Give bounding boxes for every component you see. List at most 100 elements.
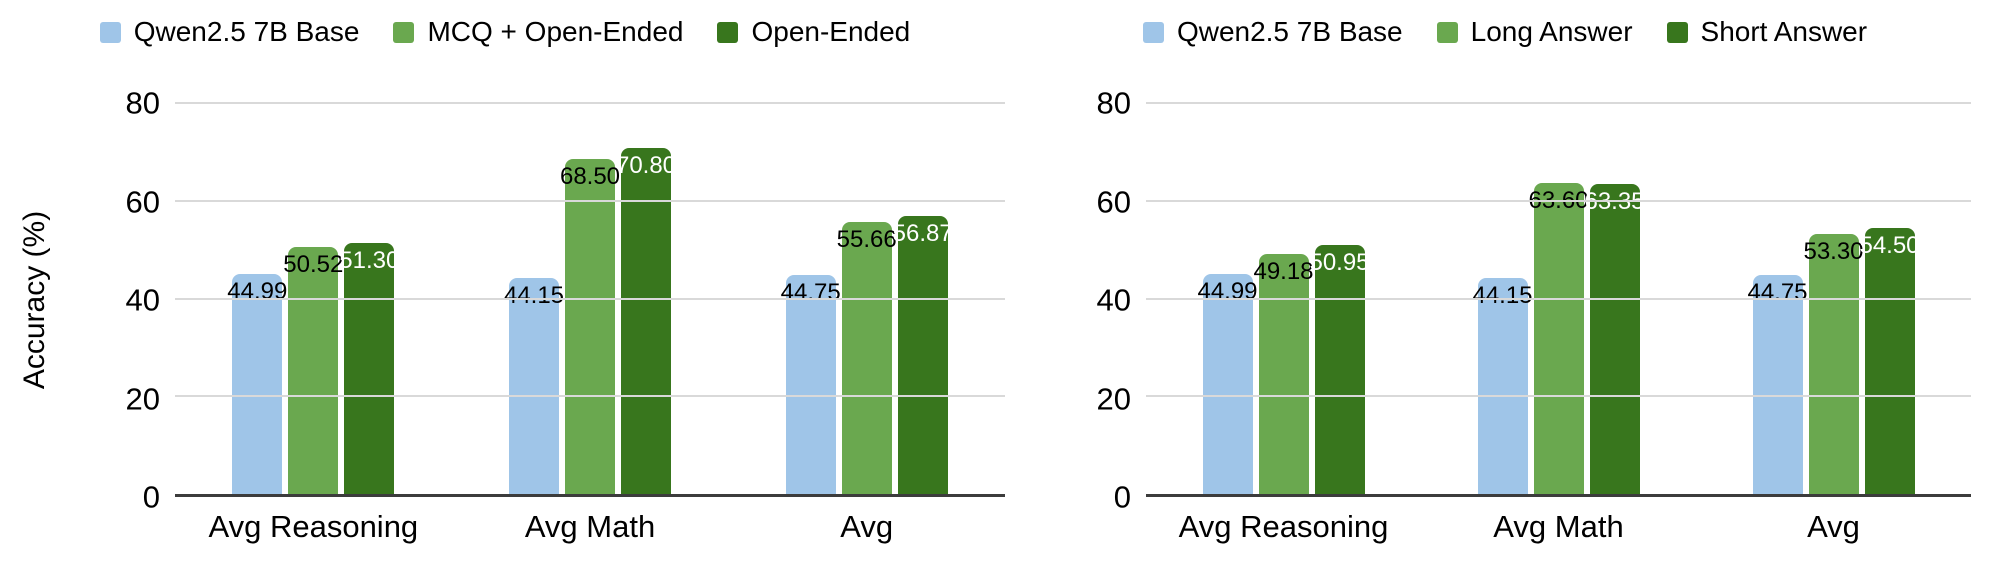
legend-right: Qwen2.5 7B Base Long Answer Short Answer — [1010, 18, 2000, 46]
y-axis-tick-label: 20 — [125, 381, 160, 416]
gridline — [175, 395, 1005, 398]
legend-color-swatch — [393, 21, 415, 43]
legend-label: Short Answer — [1700, 16, 1868, 47]
bar-value-label: 49.18 — [1253, 257, 1314, 285]
y-axis-tick-label: 40 — [1096, 282, 1131, 318]
y-axis-title: Accuracy (%) — [18, 210, 51, 390]
bar-value-label: 44.99 — [227, 278, 288, 306]
x-axis: Avg Reasoning Avg Math Avg — [0, 509, 1010, 545]
legend-label: Qwen2.5 7B Base — [1176, 16, 1403, 47]
bar-group: 44.99 49.18 50.95 — [1146, 103, 1421, 494]
legend-item: Long Answer — [1436, 16, 1633, 47]
legend-color-swatch — [1142, 21, 1164, 43]
bar-value-label: 44.99 — [1197, 278, 1258, 306]
y-axis-tick-label: 80 — [1096, 85, 1131, 121]
bar: 44.15 — [1472, 278, 1533, 494]
bar-chart-left: Qwen2.5 7B Base MCQ + Open-Ended Open-Ende… — [0, 18, 1010, 545]
bar: 63.60 — [1528, 183, 1589, 494]
x-axis-category-labels: Avg Reasoning Avg Math Avg — [175, 509, 1005, 545]
bar: 49.18 — [1253, 253, 1314, 494]
bar: 56.87 — [893, 216, 953, 494]
y-axis-title-column: Accuracy (%) — [0, 103, 70, 497]
bar: 55.66 — [837, 221, 897, 494]
bar: 70.80 — [616, 147, 676, 494]
bar-value-label: 63.35 — [1584, 188, 1645, 216]
legend-item: Short Answer — [1666, 16, 1868, 47]
bar-value-label: 44.75 — [1747, 279, 1808, 307]
legend-item: Open-Ended — [717, 18, 910, 46]
bar-value-label: 44.75 — [780, 279, 841, 307]
bar-chart-right: Qwen2.5 7B Base Long Answer Short Answer 0… — [1010, 0, 2000, 581]
x-axis-category-label: Avg — [840, 509, 894, 544]
bar: 44.15 — [504, 278, 564, 494]
bar: 44.99 — [227, 274, 287, 494]
legend-color-swatch — [717, 21, 739, 43]
plot-area: 44.99 49.18 50.95 44.15 63.60 63.35 44.75 53.30… — [1146, 102, 1971, 497]
legend-color-swatch — [1436, 21, 1458, 43]
legend-item: Qwen2.5 7B Base — [1142, 16, 1403, 47]
x-axis-category-label: Avg — [1807, 509, 1860, 544]
y-axis-tick-label: 80 — [125, 85, 160, 121]
plot-area: 44.99 50.52 51.30 44.15 68.50 70.80 44.75 55.66… — [175, 102, 1005, 497]
bar: 54.50 — [1859, 227, 1920, 494]
x-axis-category-label: Avg Math — [524, 509, 656, 544]
bar-value-label: 56.87 — [892, 220, 953, 248]
bar-value-label: 44.15 — [1472, 282, 1533, 310]
y-axis-tick-labels: 0 20 40 60 80 — [70, 88, 175, 513]
x-axis: Avg Reasoning Avg Math Avg — [1010, 509, 2000, 545]
y-axis-tick-label: 20 — [1096, 381, 1131, 416]
gridline — [1146, 395, 1971, 398]
bar-value-label: 50.95 — [1309, 248, 1370, 276]
y-axis-tick-label: 40 — [125, 282, 160, 318]
x-axis-category-label: Avg Math — [1493, 509, 1624, 544]
bar-group: 44.75 53.30 54.50 — [1696, 103, 1971, 494]
legend-left: Qwen2.5 7B Base MCQ + Open-Ended Open-Ende… — [0, 18, 1010, 46]
gridline — [1146, 102, 1971, 104]
bar: 50.52 — [283, 247, 343, 494]
y-axis-tick-label: 0 — [142, 479, 160, 515]
legend-label: Open-Ended — [751, 16, 911, 47]
bar-value-label: 54.50 — [1859, 231, 1920, 259]
bar-value-label: 51.30 — [339, 247, 400, 275]
legend-label: Long Answer — [1470, 16, 1633, 47]
bar: 44.99 — [1197, 274, 1258, 494]
bar: 63.35 — [1584, 184, 1645, 494]
x-axis-category-label: Avg Reasoning — [1178, 509, 1389, 544]
y-axis-tick-label: 0 — [1113, 479, 1131, 515]
bar-group: 44.75 55.66 56.87 — [728, 103, 1005, 494]
gridline — [175, 199, 1005, 202]
bar: 68.50 — [560, 159, 620, 494]
legend-label: MCQ + Open-Ended — [427, 16, 684, 47]
y-axis-tick-label: 60 — [1096, 184, 1131, 219]
y-axis-tick-label: 60 — [125, 184, 160, 219]
gridline — [175, 297, 1005, 300]
legend-color-swatch — [1666, 21, 1688, 43]
bar: 53.30 — [1803, 233, 1864, 494]
bar-value-label: 44.15 — [503, 282, 565, 310]
bar-groups: 44.99 50.52 51.30 44.15 68.50 70.80 44.75 55.66… — [175, 103, 1005, 494]
gridline — [1146, 199, 1971, 202]
plot-row: Accuracy (%) 0 20 40 60 80 44.99 50.52 51.30 44… — [0, 88, 1010, 513]
gridline — [175, 102, 1005, 104]
legend-item: Qwen2.5 7B Base — [99, 16, 360, 47]
legend-item: MCQ + Open-Ended — [393, 18, 683, 46]
x-axis-category-label: Avg Reasoning — [208, 509, 419, 544]
plot-row: 0 20 40 60 80 44.99 49.18 50.95 44.15 63.60 63.35… — [1010, 88, 2000, 513]
bar: 51.30 — [339, 243, 399, 494]
bar-value-label: 55.66 — [836, 225, 897, 253]
bar-value-label: 50.52 — [283, 251, 344, 279]
bar-groups: 44.99 49.18 50.95 44.15 63.60 63.35 44.75 53.30… — [1146, 103, 1971, 494]
legend-color-swatch — [99, 21, 121, 43]
bar-value-label: 53.30 — [1803, 237, 1864, 265]
bar: 50.95 — [1309, 244, 1370, 494]
legend-label: Qwen2.5 7B Base — [133, 16, 360, 47]
bar-group: 44.99 50.52 51.30 — [175, 103, 452, 494]
bar-group: 44.15 63.60 63.35 — [1421, 103, 1696, 494]
bar: 44.75 — [781, 275, 841, 494]
gridline — [1146, 297, 1971, 300]
bar-group: 44.15 68.50 70.80 — [452, 103, 729, 494]
bar: 44.75 — [1747, 275, 1808, 494]
x-axis-category-labels: Avg Reasoning Avg Math Avg — [1146, 509, 1971, 545]
y-axis-tick-labels: 0 20 40 60 80 — [1010, 88, 1146, 513]
